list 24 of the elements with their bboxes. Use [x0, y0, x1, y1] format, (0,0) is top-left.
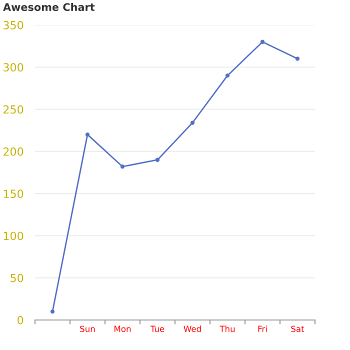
x-tick-label: Tue	[150, 326, 164, 332]
y-tick-label: 150	[4, 190, 24, 198]
point	[155, 158, 160, 162]
y-tick-label: 100	[4, 232, 24, 240]
y-tick-label: 350	[4, 20, 24, 30]
x-tick-label: Thu	[220, 326, 235, 332]
point	[260, 40, 265, 44]
point	[225, 73, 230, 78]
y-tick-label: 0	[18, 316, 24, 324]
point	[50, 309, 55, 314]
point	[120, 164, 125, 169]
y-tick-label: 50	[10, 274, 24, 282]
x-tick-label: Wed	[184, 326, 201, 332]
point	[295, 56, 300, 61]
y-tick-label: 300	[4, 63, 24, 72]
y-tick-label: 200	[3, 147, 24, 156]
x-tick-label: Sat	[291, 326, 304, 332]
point	[85, 132, 90, 137]
x-tick-label: Mon	[114, 326, 131, 332]
y-tick-label: 250	[3, 105, 24, 114]
x-tick-label: Sun	[80, 326, 95, 332]
point	[190, 120, 195, 125]
x-tick-label: Fri	[258, 326, 267, 332]
chart-title: Awesome Chart	[3, 2, 95, 12]
